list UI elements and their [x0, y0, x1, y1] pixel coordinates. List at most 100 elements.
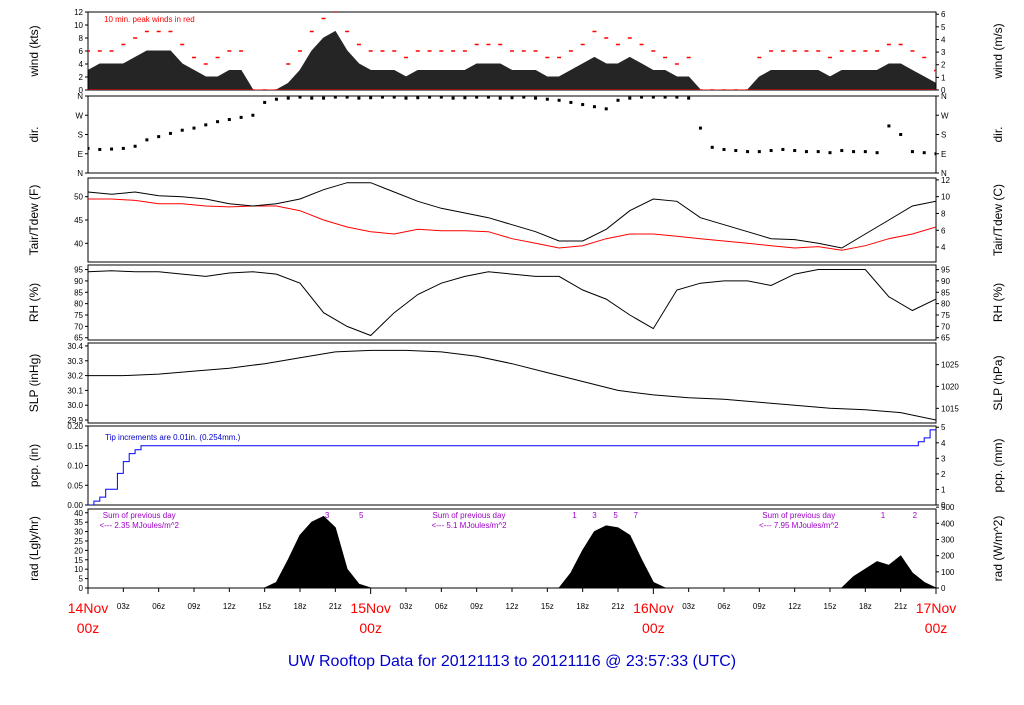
wind-ylabel-right: wind (m/s)	[991, 23, 1005, 79]
dir-point	[922, 151, 926, 155]
wind-left-tick-label: 2	[79, 73, 84, 82]
pcp-right-tick-label: 3	[941, 454, 946, 463]
slp-right-tick-label: 1015	[941, 404, 959, 413]
wind-right-tick-label: 3	[941, 48, 946, 57]
dir-point	[274, 97, 278, 101]
rad-area	[88, 515, 936, 588]
wind-right-tick-label: 2	[941, 61, 946, 70]
temp-frame	[87, 177, 937, 263]
dir-left-tick-label: N	[77, 92, 83, 101]
dir-point	[710, 145, 714, 149]
dir-point	[475, 96, 479, 99]
rad-ylabel-left: rad (Lgly/hr)	[27, 516, 41, 581]
rad-left-tick-label: 25	[74, 537, 83, 546]
dir-point	[357, 96, 361, 100]
slp-ylabel-left: SLP (inHg)	[27, 354, 41, 412]
wind-left-tick-label: 4	[79, 60, 84, 69]
rad-left-tick-label: 0	[79, 584, 84, 593]
dir-point	[498, 96, 502, 100]
rad-mark-1: 5	[359, 511, 364, 520]
time-minor-label: 09z	[188, 602, 201, 611]
dir-point	[852, 150, 856, 154]
rh-ylabel-right: RH (%)	[991, 283, 1005, 322]
dir-point	[828, 151, 832, 155]
dir-point	[910, 150, 914, 154]
panel-pcp: 0.00 0.05 0.10 0.15 0.20 0 1 2 3 4 5 pcp. (in) pcp. …	[27, 422, 1005, 510]
rad-mark-3: 3	[592, 511, 597, 520]
dir-point	[168, 131, 172, 135]
time-major-day: 15Nov	[350, 600, 390, 616]
dir-point	[463, 96, 467, 100]
dir-point	[428, 96, 432, 99]
footer-title: UW Rooftop Data for 20121113 to 20121116…	[288, 653, 736, 670]
dir-point	[604, 107, 608, 111]
pcp-right-tick-label: 5	[941, 423, 946, 432]
dir-point	[592, 105, 596, 109]
pcp-right-tick-label: 2	[941, 470, 946, 479]
time-major-hour: 00z	[925, 620, 948, 636]
temp-left-tick-label: 40	[74, 239, 83, 248]
rh-data	[88, 269, 936, 337]
dir-point	[263, 100, 267, 104]
panel-rh: 65 70 75 80 85 90 95 65 70 75 80 85 90 95 RH (%) RH (%)	[27, 264, 1005, 343]
rh-right-tick-label: 70	[941, 322, 950, 331]
dir-point	[663, 96, 667, 99]
rad-note-0-line2: <--- 2.35 MJoules/m^2	[99, 521, 179, 530]
dir-point	[840, 149, 844, 153]
rad-note-1-line2: <--- 5.1 MJoules/m^2	[431, 521, 507, 530]
rad-left-tick-label: 30	[74, 528, 83, 537]
time-minor-label: 12z	[788, 602, 801, 611]
slp-left-tick-label: 30.2	[67, 372, 83, 381]
rh-left-tick-label: 85	[74, 288, 83, 297]
rad-mark-4: 5	[613, 511, 618, 520]
time-minor-label: 15z	[258, 602, 271, 611]
slp-series	[88, 349, 936, 421]
dir-point	[816, 150, 820, 154]
rh-right-tick-label: 90	[941, 277, 950, 286]
rad-right-tick-label: 300	[941, 535, 955, 544]
temp-right-tick-label: 6	[941, 226, 946, 235]
panel-slp: 29.9 30.0 30.1 30.2 30.3 30.4 1015 1020 1025 SLP …	[27, 342, 1005, 425]
rad-note-1-line1: Sum of previous day	[433, 511, 506, 520]
dir-point	[227, 118, 231, 122]
dir-point	[628, 96, 632, 100]
dir-point	[392, 96, 396, 99]
pcp-right-tick-label: 0	[941, 501, 946, 510]
rh-left-tick-label: 95	[74, 266, 83, 275]
time-major-day: 16Nov	[633, 600, 673, 616]
rh-right-tick-label: 95	[941, 266, 950, 275]
dir-point	[251, 113, 255, 117]
dir-point	[793, 149, 797, 153]
pcp-left-tick-label: 0.15	[67, 442, 83, 451]
rad-left-tick-label: 10	[74, 565, 83, 574]
time-minor-label: 03z	[400, 602, 413, 611]
rad-data	[88, 515, 936, 588]
dir-point	[416, 96, 420, 100]
rad-mark-0: 3	[325, 511, 330, 520]
wind-left-tick-label: 8	[79, 34, 84, 43]
pcp-ylabel-left: pcp. (in)	[27, 444, 41, 487]
pcp-right-tick-label: 4	[941, 439, 946, 448]
slp-left-tick-label: 29.9	[67, 416, 83, 425]
dir-point	[757, 150, 761, 154]
rad-right-tick-label: 400	[941, 519, 955, 528]
rh-ylabel-left: RH (%)	[27, 283, 41, 322]
rad-left-tick-label: 15	[74, 556, 83, 565]
rh-left-tick-label: 70	[74, 322, 83, 331]
dir-point	[746, 150, 750, 154]
rh-right-tick-label: 75	[941, 311, 950, 320]
dir-point	[640, 96, 644, 99]
dir-point	[110, 147, 114, 151]
dir-point	[545, 97, 549, 101]
temp-right-tick-label: 10	[941, 193, 950, 202]
slp-right-tick-label: 1025	[941, 361, 959, 370]
slp-left-tick-label: 30.1	[67, 386, 83, 395]
pcp-left-tick-label: 0.20	[67, 422, 83, 431]
time-minor-label: 21z	[894, 602, 907, 611]
dir-ylabel-right: dir.	[991, 126, 1005, 142]
wind-left-tick-label: 10	[74, 21, 83, 30]
dir-point	[616, 98, 620, 102]
dir-point	[88, 146, 90, 150]
dir-point	[286, 96, 290, 100]
wind-right-tick-label: 0	[941, 86, 946, 95]
